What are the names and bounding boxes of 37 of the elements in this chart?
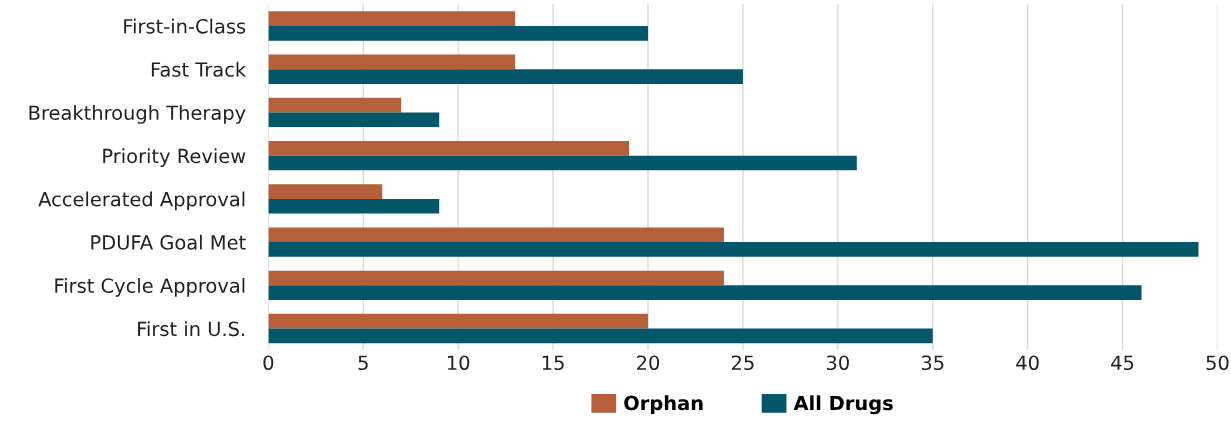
x-tick-label: 35 xyxy=(921,355,944,371)
legend-label: All Drugs xyxy=(793,395,893,415)
x-tick-label: 0 xyxy=(263,355,274,371)
y-tick-label: Accelerated Approval xyxy=(38,191,245,211)
bar xyxy=(268,184,383,199)
bar xyxy=(268,112,440,128)
bar xyxy=(268,25,648,41)
bar xyxy=(268,328,933,344)
x-tick-label: 40 xyxy=(1016,355,1039,371)
x-tick-label: 30 xyxy=(826,355,849,371)
x-tick-label: 15 xyxy=(542,355,564,371)
x-tick-label: 10 xyxy=(447,355,470,371)
bar xyxy=(268,140,630,156)
x-tick-label: 45 xyxy=(1111,355,1134,371)
bar xyxy=(268,270,724,286)
bar xyxy=(268,198,440,214)
x-tick-label: 50 xyxy=(1206,355,1229,371)
bar xyxy=(268,227,724,243)
bar xyxy=(268,11,516,26)
bar xyxy=(268,69,743,84)
y-tick-label: First in U.S. xyxy=(138,321,245,337)
x-tick-label: 20 xyxy=(637,355,660,371)
x-tick-label: 25 xyxy=(731,355,754,371)
bar xyxy=(268,285,1142,301)
bar xyxy=(268,242,1199,257)
legend-label: Orphan xyxy=(624,395,703,415)
bar xyxy=(268,155,857,171)
y-tick-label: Priority Review xyxy=(103,148,246,168)
y-tick-label: Fast Track xyxy=(151,61,247,77)
bar xyxy=(268,97,402,113)
y-tick-label: PDUFA Goal Met xyxy=(91,234,246,250)
bar xyxy=(268,313,648,329)
y-tick-label: First Cycle Approval xyxy=(55,277,245,297)
y-tick-label: First-in-Class xyxy=(124,18,246,34)
y-tick-label: Breakthrough Therapy xyxy=(29,105,246,124)
bar xyxy=(268,54,516,70)
x-tick-label: 5 xyxy=(358,355,368,371)
